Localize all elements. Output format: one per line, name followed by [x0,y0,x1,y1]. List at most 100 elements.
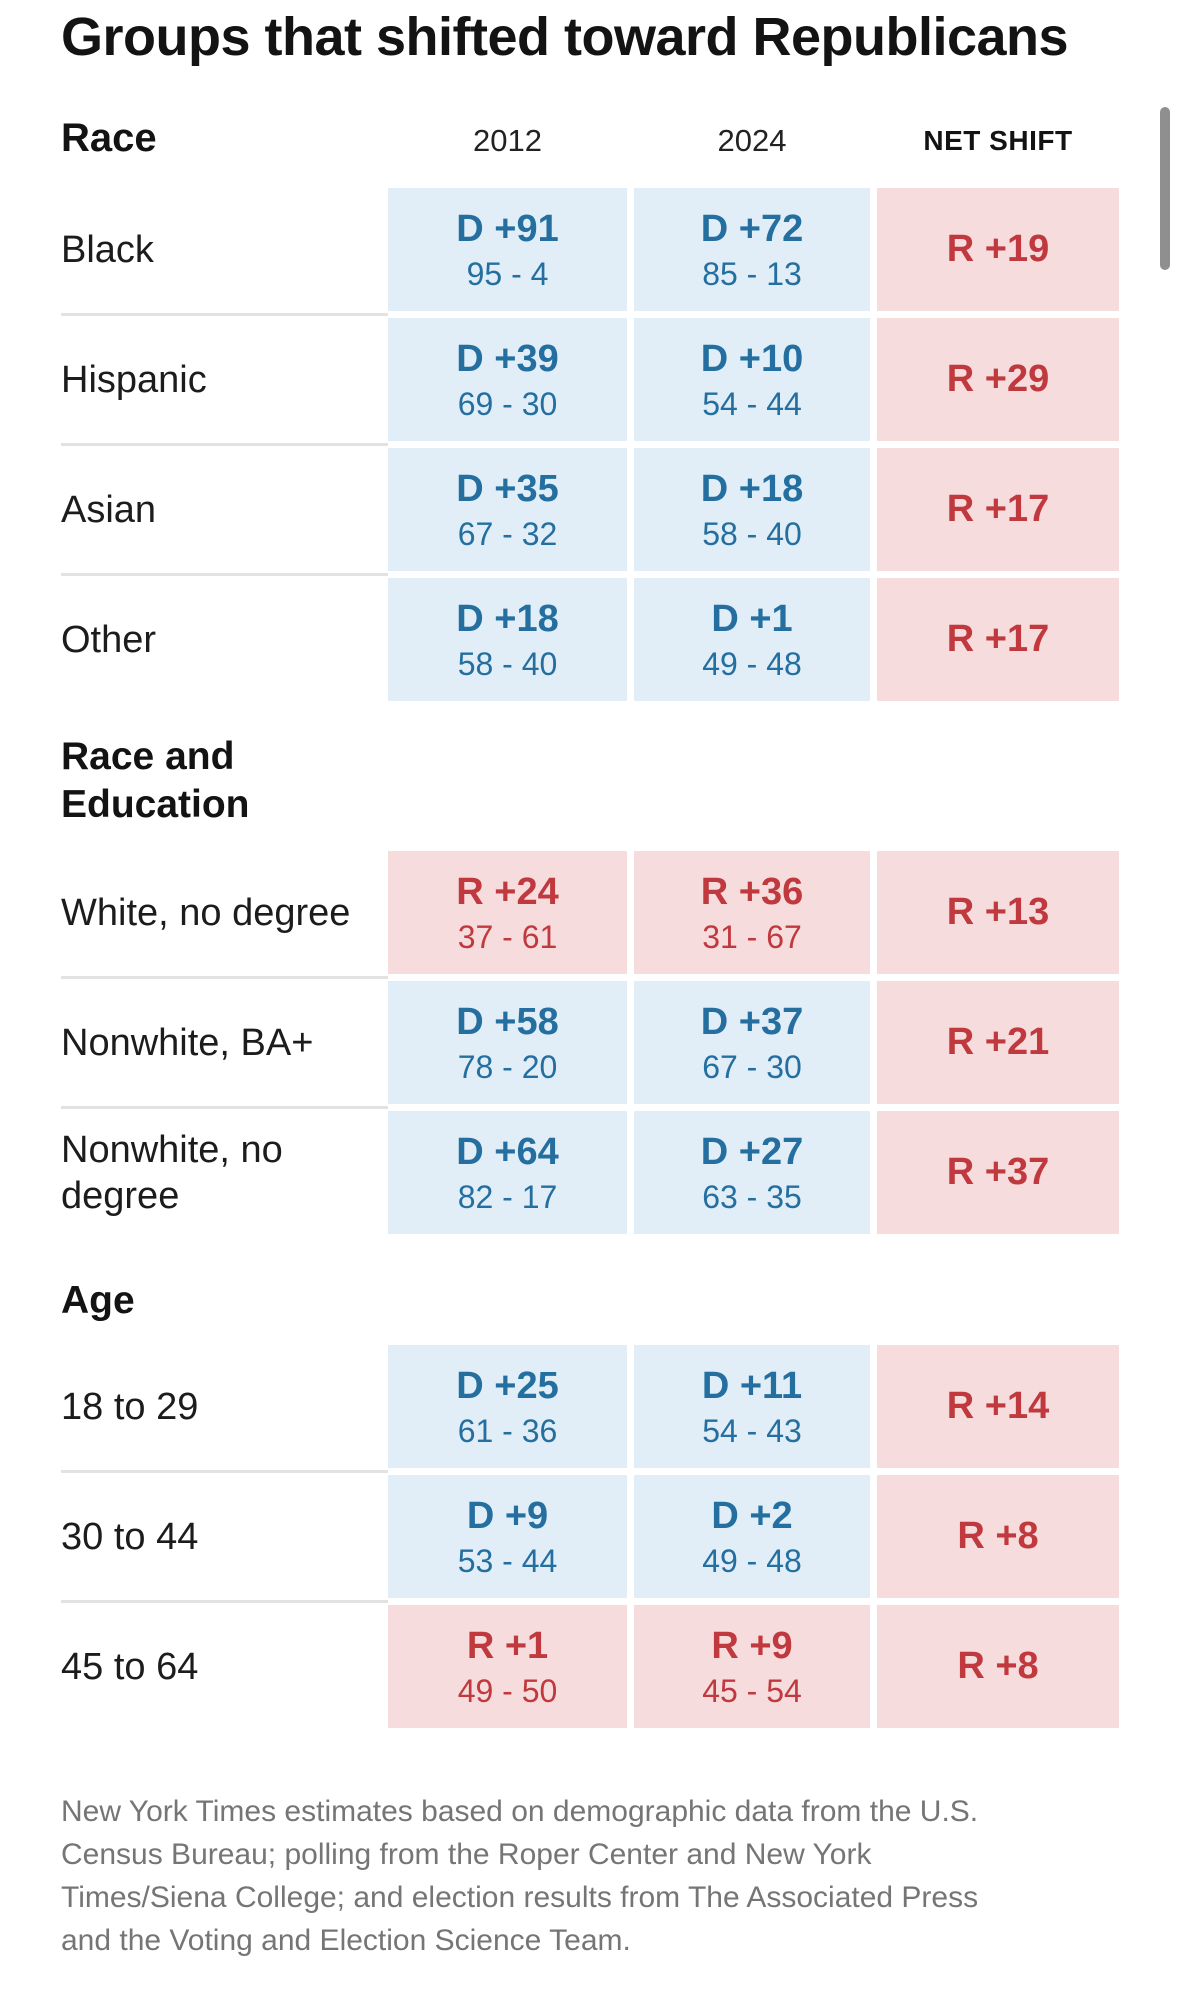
vote-split: 61 - 36 [457,1412,558,1449]
row-label: 30 to 44 [61,1515,199,1558]
margin-cell-2012: D +58 78 - 20 [388,981,627,1104]
net-shift-cell: R +21 [877,981,1119,1104]
row-label: Black [61,228,154,271]
vote-split: 63 - 35 [702,1178,802,1215]
row-label: White, no degree [61,891,351,934]
margin-value: D +35 [456,467,559,510]
row-label: Asian [61,488,157,531]
margin-cell-2024: D +18 58 - 40 [634,448,870,571]
margin-value: R +9 [711,1624,793,1667]
row-divider [61,441,1119,448]
margin-cell-2024: D +1 49 - 48 [634,578,870,701]
margin-cell-2024: R +36 31 - 67 [634,851,870,974]
margin-cell-2024: D +2 49 - 48 [634,1475,870,1598]
margin-cell-2024: R +9 45 - 54 [634,1605,870,1728]
row-divider [61,1468,1119,1475]
net-shift-cell: R +17 [877,578,1119,701]
margin-value: D +9 [466,1494,549,1537]
margin-cell-2012: D +64 82 - 17 [388,1111,627,1234]
net-shift-cell: R +19 [877,188,1119,311]
vote-split: 53 - 44 [457,1542,558,1579]
row-divider [61,974,1119,981]
margin-cell-2012: D +25 61 - 36 [388,1345,627,1468]
vote-split: 58 - 40 [457,645,558,682]
margin-value: D +18 [700,467,804,510]
row-divider [61,571,1119,578]
margin-value: R +36 [700,870,804,913]
margin-cell-2012: R +1 49 - 50 [388,1605,627,1728]
shift-table: Race 2012 2024 NET SHIFT Black D +91 95 … [61,118,1119,1962]
section-header-race-and-education: Race and Education [61,735,250,826]
row-label: 45 to 64 [61,1645,199,1688]
source-footnote: New York Times estimates based on demogr… [61,1795,979,1957]
table-row-18-to-29: 18 to 29 D +25 61 - 36 D +11 54 - 43 R +… [61,1345,1119,1468]
margin-value: D +2 [711,1494,793,1537]
row-divider [61,1104,1119,1111]
margin-cell-2012: D +39 69 - 30 [388,318,627,441]
table-header-row: Race 2012 2024 NET SHIFT [61,116,1119,160]
margin-value: D +91 [456,207,559,250]
table-row-black: Black D +91 95 - 4 D +72 85 - 13 R +19 [61,188,1119,311]
margin-value: D +18 [456,597,559,640]
margin-cell-2012: D +9 53 - 44 [388,1475,627,1598]
margin-cell-2012: D +35 67 - 32 [388,448,627,571]
margin-value: D +10 [700,337,804,380]
margin-value: D +25 [456,1364,559,1407]
table-row-white-no-degree: White, no degree R +24 37 - 61 R +36 31 … [61,851,1119,974]
margin-value: D +72 [700,207,804,250]
margin-cell-2012: R +24 37 - 61 [388,851,627,974]
vote-split: 85 - 13 [702,255,802,292]
vote-split: 67 - 30 [702,1048,802,1085]
row-divider [61,311,1119,318]
margin-value: R +24 [456,870,559,913]
vote-split: 45 - 54 [702,1672,802,1709]
margin-cell-2024: D +11 54 - 43 [634,1345,870,1468]
margin-cell-2024: D +10 54 - 44 [634,318,870,441]
margin-value: D +58 [456,1000,559,1043]
table-row-nonwhite-ba: Nonwhite, BA+ D +58 78 - 20 D +37 67 - 3… [61,981,1119,1104]
vote-split: 54 - 44 [702,385,802,422]
vote-split: 95 - 4 [466,255,549,292]
row-label: 18 to 29 [61,1385,199,1428]
vote-split: 37 - 61 [457,918,558,955]
net-shift-cell: R +13 [877,851,1119,974]
margin-cell-2012: D +18 58 - 40 [388,578,627,701]
margin-cell-2024: D +72 85 - 13 [634,188,870,311]
vote-split: 31 - 67 [702,918,802,955]
row-label: Nonwhite, no degree [61,1128,283,1217]
net-shift-cell: R +8 [877,1475,1119,1598]
vote-split: 49 - 48 [702,1542,802,1579]
section-header-age: Age [61,1279,135,1322]
margin-cell-2012: D +91 95 - 4 [388,188,627,311]
row-label: Hispanic [61,358,207,401]
margin-value: D +1 [711,597,793,640]
table-row-nonwhite-no-degree: Nonwhite, no degree D +64 82 - 17 D +27 … [61,1111,1119,1234]
margin-value: D +39 [456,337,559,380]
row-divider [61,1598,1119,1605]
margin-value: R +1 [466,1624,549,1667]
column-header-2024: 2024 [717,123,787,158]
vote-split: 67 - 32 [457,515,558,552]
scrollbar-thumb[interactable] [1160,107,1170,270]
table-row-45-to-64: 45 to 64 R +1 49 - 50 R +9 45 - 54 R +8 [61,1605,1119,1728]
chart-title: Groups that shifted toward Republicans [61,7,1069,67]
row-label: Other [61,618,157,661]
table-row-asian: Asian D +35 67 - 32 D +18 58 - 40 R +17 [61,448,1119,571]
table-row-hispanic: Hispanic D +39 69 - 30 D +10 54 - 44 R +… [61,318,1119,441]
margin-cell-2024: D +27 63 - 35 [634,1111,870,1234]
net-shift-cell: R +37 [877,1111,1119,1234]
table-row-other: Other D +18 58 - 40 D +1 49 - 48 R +17 [61,578,1119,701]
section-header-race: Race [61,116,157,160]
vote-split: 82 - 17 [457,1178,558,1215]
column-header-net-shift: NET SHIFT [923,125,1073,156]
row-label: Nonwhite, BA+ [61,1021,314,1064]
net-shift-cell: R +14 [877,1345,1119,1468]
vote-split: 78 - 20 [457,1048,558,1085]
margin-value: D +11 [701,1364,803,1407]
table-row-30-to-44: 30 to 44 D +9 53 - 44 D +2 49 - 48 R +8 [61,1475,1119,1598]
column-header-2012: 2012 [473,123,542,158]
vote-split: 58 - 40 [702,515,802,552]
margin-value: D +64 [456,1130,559,1173]
vote-split: 54 - 43 [702,1412,802,1449]
margin-value: D +37 [700,1000,804,1043]
